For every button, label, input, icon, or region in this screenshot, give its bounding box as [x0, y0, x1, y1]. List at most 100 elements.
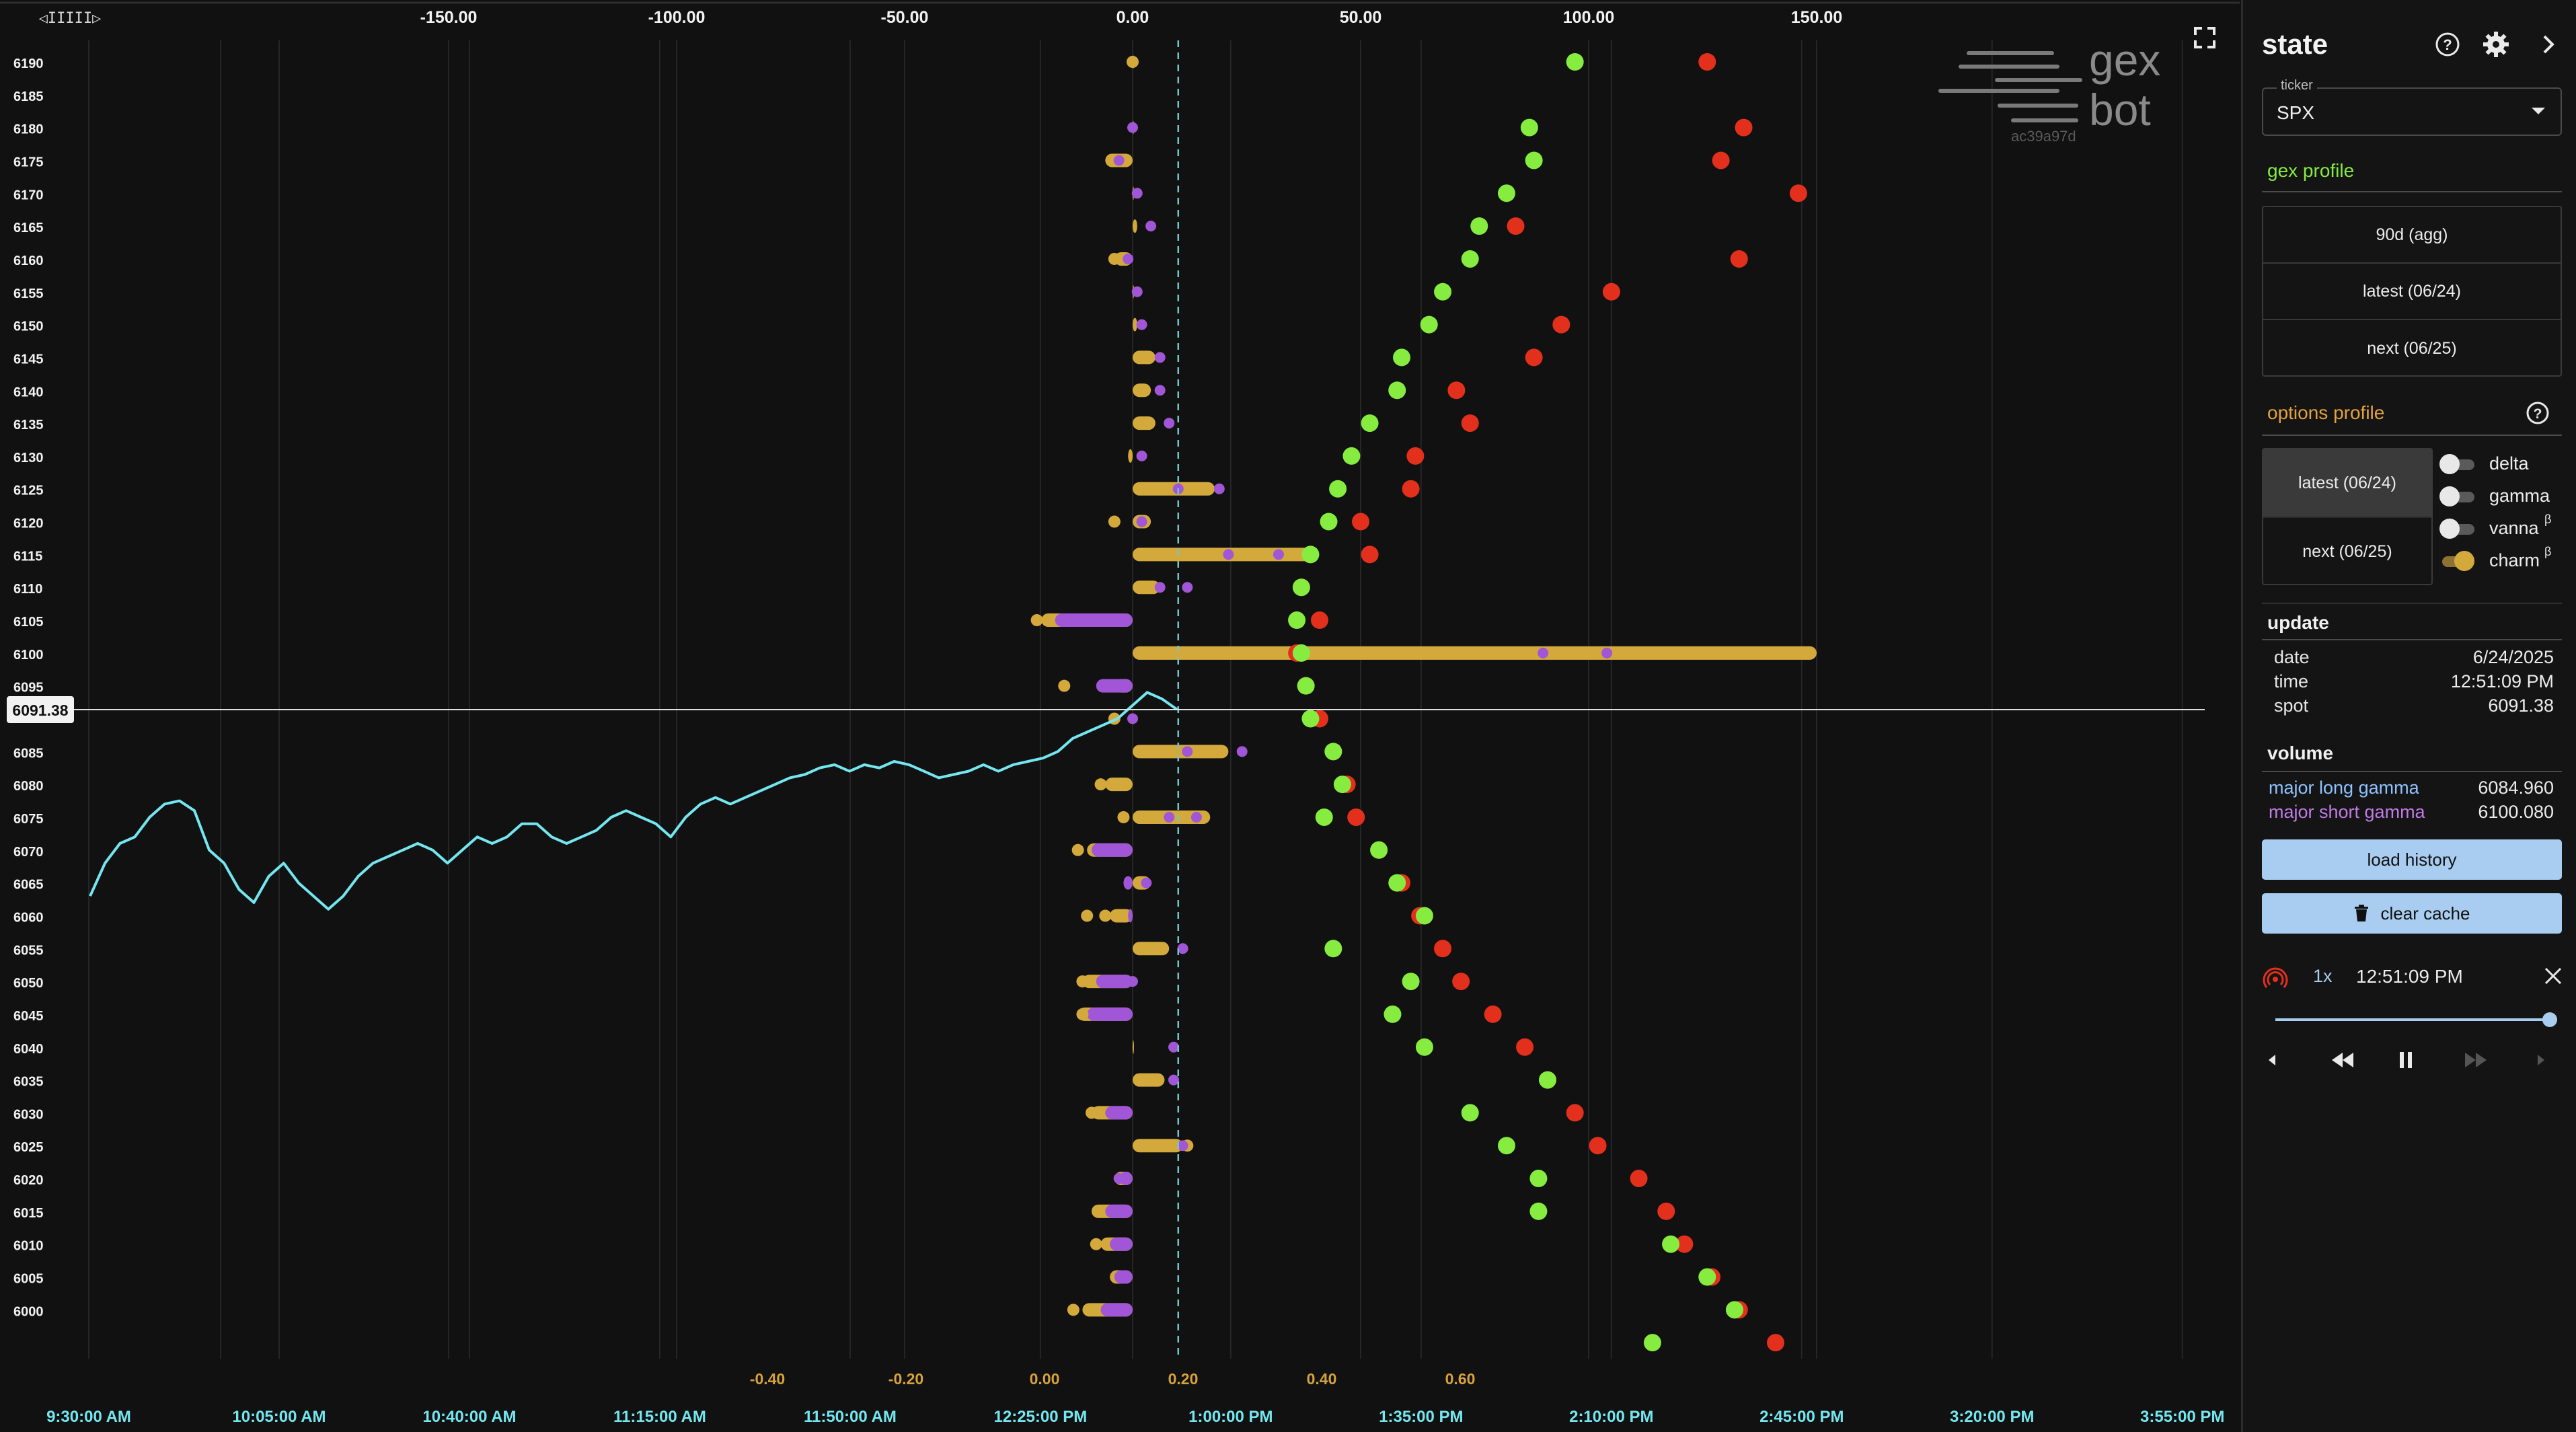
strike-label: 6190 — [13, 56, 44, 71]
charm-bar — [1133, 745, 1229, 759]
logo-stroke — [1995, 78, 2082, 82]
playback-controls — [2262, 1045, 2565, 1079]
dot-layer — [1030, 53, 1807, 1352]
toggle-gamma[interactable]: gamma — [2438, 483, 2566, 510]
time-axis-tick: 11:50:00 AM — [804, 1408, 897, 1426]
gex-button-90d[interactable]: 90d (agg) — [2263, 207, 2561, 264]
green-dot — [1388, 874, 1406, 892]
charm-dot — [1117, 811, 1130, 823]
red-dot — [1698, 53, 1716, 71]
purple-dot — [1168, 1041, 1180, 1053]
gex-button-next[interactable]: next (06/25) — [2367, 338, 2457, 358]
green-dot — [1320, 513, 1338, 531]
logo-stroke — [2011, 118, 2078, 122]
sidebar-title: state — [2262, 28, 2328, 60]
update-key: date — [2274, 647, 2310, 667]
load-history-button[interactable]: load history — [2262, 839, 2562, 880]
red-dot — [1602, 282, 1620, 301]
options-help-icon[interactable]: ? — [2523, 398, 2552, 428]
green-dot — [1292, 578, 1310, 597]
playback-speed[interactable]: 1x — [2313, 966, 2333, 986]
options-profile-title: options profile — [2267, 402, 2385, 423]
close-player-icon[interactable] — [2543, 966, 2563, 989]
gex-button-latest[interactable]: latest (06/24) — [2263, 264, 2561, 320]
red-dot — [1735, 118, 1753, 137]
fast-forward-icon[interactable] — [2462, 1051, 2489, 1073]
green-dot — [1529, 1170, 1548, 1188]
help-icon[interactable]: ? — [2433, 30, 2462, 59]
logo-text-bot: bot — [2089, 85, 2151, 135]
strike-label: 6040 — [13, 1042, 44, 1057]
top-axis-tick: -150.00 — [420, 8, 478, 27]
purple-dot — [1136, 319, 1147, 330]
spot-label: 6091.38 — [12, 702, 68, 719]
green-dot — [1698, 1268, 1716, 1286]
toggle-vanna[interactable]: vanna β — [2438, 513, 2566, 542]
options-button-latest[interactable]: latest (06/24) — [2263, 449, 2431, 518]
top-axis-tick: 150.00 — [1791, 8, 1842, 27]
charm-dot — [1108, 515, 1121, 528]
charm-bar — [1133, 942, 1170, 956]
playback-slider[interactable] — [2275, 1012, 2557, 1028]
collapse-chevron-icon[interactable] — [2534, 30, 2563, 59]
update-value: 6091.38 — [2488, 695, 2554, 716]
slider-knob[interactable] — [2542, 1012, 2557, 1027]
purple-dot — [1136, 516, 1147, 527]
short-bar — [1087, 1007, 1133, 1021]
green-dot — [1301, 545, 1320, 564]
playback-time: 12:51:09 PM — [2356, 966, 2463, 987]
red-dot — [1712, 151, 1730, 169]
charm-bar — [1133, 219, 1137, 233]
live-broadcast-icon[interactable] — [2262, 965, 2289, 995]
scroll-handle: ◁IIIII▷ — [39, 10, 102, 27]
fullscreen-icon[interactable] — [2194, 27, 2215, 48]
trash-icon — [2354, 905, 2369, 922]
divider — [2262, 771, 2562, 772]
gex-chart[interactable]: -150.00 -100.00 -50.00 0.00 50.00 100.00 150.0… — [0, 0, 2240, 1432]
strike-label: 6075 — [13, 812, 44, 827]
toggle-charm[interactable]: charm β — [2438, 545, 2566, 574]
step-back-icon[interactable] — [2266, 1052, 2279, 1071]
charm-dot — [1094, 778, 1107, 791]
divider — [2262, 435, 2562, 436]
step-forward-icon[interactable] — [2534, 1052, 2547, 1071]
strike-label: 6000 — [13, 1304, 44, 1319]
bottom-axis: -0.40 -0.20 0.00 0.20 0.40 0.60 — [750, 1370, 1476, 1388]
volume-key: major long gamma — [2269, 778, 2419, 798]
strike-label: 6130 — [13, 451, 44, 465]
settings-gear-icon[interactable] — [2481, 30, 2511, 59]
ticker-select[interactable]: ticker SPX — [2262, 78, 2562, 136]
red-dot — [1484, 1005, 1502, 1023]
state-sidebar: state ? ticker SPX gex profile 90d (agg)… — [2241, 0, 2576, 1432]
clear-cache-button[interactable]: clear cache — [2262, 893, 2562, 934]
charm-dot — [1085, 1106, 1098, 1119]
rewind-icon[interactable] — [2329, 1051, 2356, 1073]
green-dot — [1297, 677, 1315, 695]
green-dot — [1662, 1235, 1680, 1253]
toggle-delta[interactable]: delta — [2438, 451, 2566, 478]
time-axis-tick: 9:30:00 AM — [46, 1408, 131, 1426]
red-dot — [1525, 348, 1543, 367]
toggle-label: charm — [2489, 550, 2540, 570]
strike-label: 6035 — [13, 1075, 44, 1090]
update-value: 12:51:09 PM — [2450, 671, 2554, 691]
red-dot — [1507, 217, 1525, 235]
purple-dot — [1273, 549, 1284, 560]
spot-badge — [7, 696, 74, 724]
charm-bar — [1133, 383, 1151, 398]
major-long-gamma-row: major long gamma 6084.960 — [2269, 778, 2554, 802]
update-key: time — [2274, 671, 2309, 691]
purple-dot — [1236, 746, 1248, 757]
strike-label: 6125 — [13, 484, 44, 498]
green-dot — [1470, 217, 1488, 235]
red-dot — [1630, 1170, 1648, 1188]
options-button-next[interactable]: next (06/25) — [2302, 541, 2392, 561]
green-dot — [1393, 348, 1411, 367]
pause-icon[interactable] — [2396, 1049, 2415, 1074]
logo-text-gex: gex — [2089, 35, 2160, 85]
red-dot — [1589, 1137, 1607, 1155]
bottom-axis-tick: 0.20 — [1168, 1370, 1199, 1388]
strike-label: 6100 — [13, 648, 44, 663]
top-axis-tick: 0.00 — [1116, 8, 1149, 27]
